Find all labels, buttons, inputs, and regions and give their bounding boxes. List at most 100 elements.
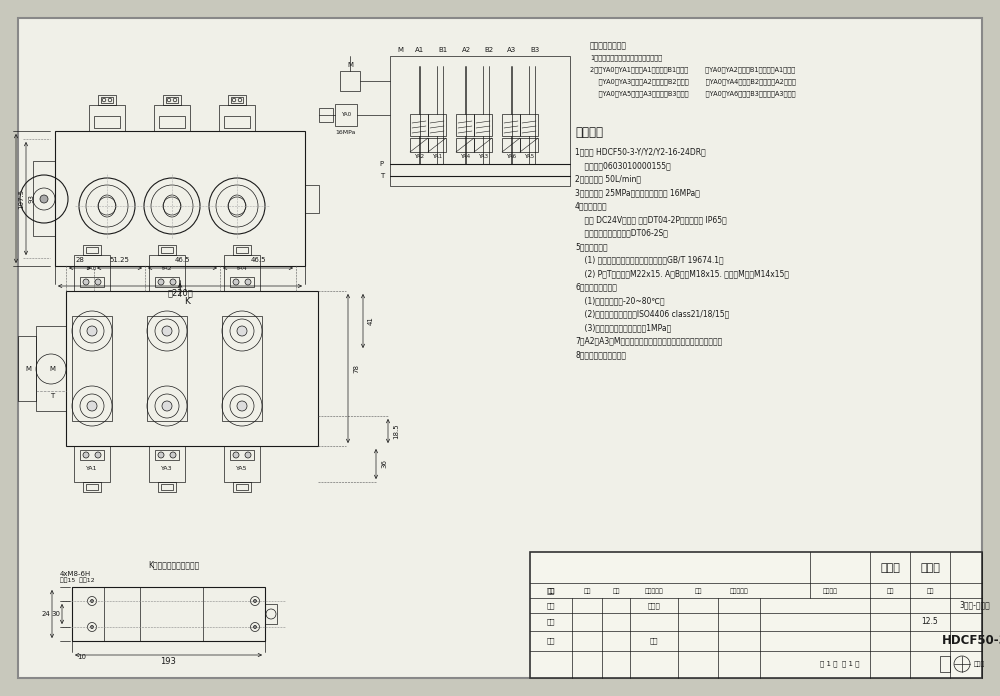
Bar [530,552,982,678]
Circle shape [170,452,176,458]
Bar [166,97,178,103]
Bar [224,255,260,291]
Text: 审核: 审核 [547,619,555,625]
Text: (3)电磁阀口回油背压不超过1MPa；: (3)电磁阀口回油背压不超过1MPa； [575,323,671,332]
Bar [456,138,474,152]
Circle shape [158,279,164,285]
Text: B2: B2 [484,47,494,53]
Bar [155,450,179,460]
Text: (1) 所有油口均为平面密封，符合标准GB/T 19674.1；: (1) 所有油口均为平面密封，符合标准GB/T 19674.1； [575,255,724,264]
Bar [502,114,520,136]
Bar [89,105,125,131]
Circle shape [87,326,97,336]
Text: 2、额定流量 50L/min；: 2、额定流量 50L/min； [575,175,641,184]
Text: T: T [380,173,384,179]
Circle shape [162,401,172,411]
Bar [224,116,250,128]
Text: A1: A1 [415,47,425,53]
Bar [74,255,110,291]
Text: 51.25: 51.25 [110,257,129,263]
Bar [155,277,179,287]
Text: 料料号：0603010000155；: 料料号：0603010000155； [575,161,671,170]
Text: 193: 193 [161,658,176,667]
Text: 28: 28 [76,257,84,263]
Bar [520,138,538,152]
Bar [502,138,520,152]
Text: 工艺: 工艺 [547,638,555,644]
Circle shape [237,401,247,411]
Text: 外形图: 外形图 [920,563,940,573]
Text: 比例: 比例 [926,588,934,594]
Bar [228,95,246,105]
Text: 分区: 分区 [612,588,620,594]
Bar [55,131,305,266]
Bar [83,245,101,255]
Bar [94,116,120,128]
Text: YA2: YA2 [161,267,173,271]
Bar [158,482,176,492]
Text: 78: 78 [353,364,359,373]
Circle shape [83,452,89,458]
Circle shape [245,279,251,285]
Text: 外形图: 外形图 [880,563,900,573]
Text: YA2: YA2 [414,154,424,159]
Bar [410,114,428,136]
Text: 4xM8-6H: 4xM8-6H [60,571,91,577]
Text: 标准化: 标准化 [648,602,660,609]
Bar [428,138,446,152]
Bar [305,185,319,213]
Text: 设计: 设计 [547,587,555,594]
Bar [80,450,104,460]
Text: YA0: YA0 [86,267,98,271]
Bar [36,326,66,411]
Circle shape [170,279,176,285]
Bar [520,114,538,136]
Text: A3: A3 [507,47,517,53]
Bar [147,316,187,421]
Text: YA4: YA4 [236,267,248,271]
Text: YA3: YA3 [478,154,488,159]
Text: M: M [49,366,55,372]
Circle shape [90,599,94,603]
Text: 3路阀-外形图: 3路阀-外形图 [960,601,990,610]
Bar [159,116,185,128]
Text: (2)液压液清洁度不低于ISO4406 class21/18/15；: (2)液压液清洁度不低于ISO4406 class21/18/15； [575,310,729,319]
Bar [428,114,446,136]
Text: 3、额定压力 25MPa；安全阀设定压力 16MPa；: 3、额定压力 25MPa；安全阀设定压力 16MPa； [575,188,700,197]
Bar [83,482,101,492]
Circle shape [162,326,172,336]
Text: K向（主换模分零部件）: K向（主换模分零部件） [148,560,199,569]
Text: 7、A2、A3、M油口用金属螺堵密封，其它油口用塑料螺堵密封。: 7、A2、A3、M油口用金属螺堵密封，其它油口用塑料螺堵密封。 [575,336,722,345]
Text: 93: 93 [28,194,34,203]
Bar [101,97,113,103]
Bar [66,291,318,446]
Bar [265,604,277,624]
Text: M: M [25,366,31,372]
Bar [72,316,112,421]
Bar [335,104,357,126]
Text: 5、出口参数：: 5、出口参数： [575,242,608,251]
Circle shape [95,279,101,285]
Text: 技术要求: 技术要求 [575,125,603,139]
Text: 41: 41 [368,317,374,326]
Text: 8、零件表面喷黑色漆。: 8、零件表面喷黑色漆。 [575,350,626,359]
Circle shape [237,326,247,336]
Text: 36: 36 [381,459,387,468]
Text: 版本号: 版本号 [974,661,985,667]
Circle shape [233,452,239,458]
Bar [222,316,262,421]
Bar [456,114,474,136]
Text: M: M [347,62,353,68]
Text: B3: B3 [530,47,540,53]
Text: 24: 24 [41,611,50,617]
Text: 电磁阀动作说明：: 电磁阀动作说明： [590,42,627,51]
Bar [224,446,260,482]
Bar [18,336,36,401]
Bar [154,105,190,131]
Bar [72,587,265,641]
Text: 18.5: 18.5 [393,423,399,438]
Bar [410,138,428,152]
Bar [231,97,243,103]
Text: 12.5: 12.5 [922,617,938,626]
Circle shape [90,626,94,628]
